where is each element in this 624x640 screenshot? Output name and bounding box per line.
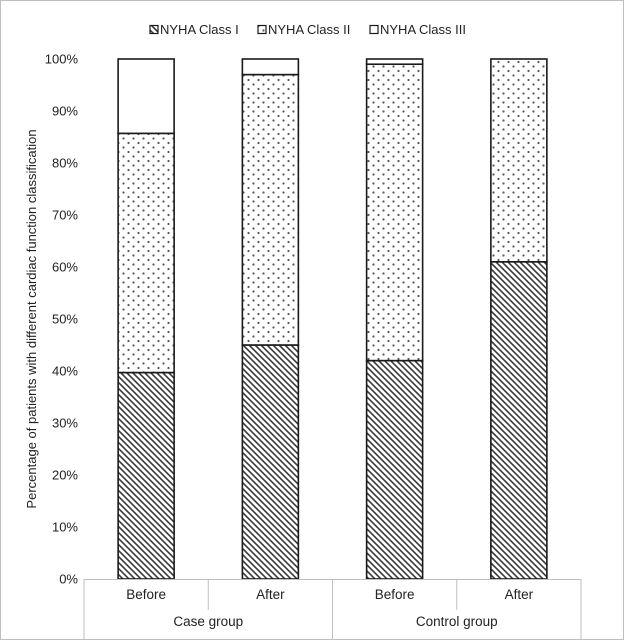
y-tick-label: 100% xyxy=(45,52,79,67)
bar-segment-class-2 xyxy=(117,132,175,374)
y-tick-label: 40% xyxy=(52,364,78,379)
bar-segment-class-2 xyxy=(241,73,300,346)
y-tick-label: 50% xyxy=(52,312,78,327)
y-axis-ticks: 0% 10% 20% 30% 40% 50% 60% 70% 80% 90% 100% xyxy=(45,52,79,587)
y-tick-label: 60% xyxy=(52,260,78,275)
x-category-label: Before xyxy=(375,587,415,602)
y-tick-label: 70% xyxy=(52,208,78,223)
legend-label: NYHA Class I xyxy=(160,22,239,37)
bar-segment-class-2 xyxy=(365,63,424,362)
x-group-label: Control group xyxy=(416,614,498,629)
bar-segment-class-1 xyxy=(241,344,300,580)
bar-segment-class-3 xyxy=(365,58,424,65)
bar-segment-class-1 xyxy=(490,260,548,580)
bar-segment-class-1 xyxy=(365,359,424,580)
legend: NYHA Class I NYHA Class II NYHA Class III xyxy=(149,22,466,37)
x-axis: Before After Before After Case group Control … xyxy=(83,579,582,639)
bar-segment-class-1 xyxy=(117,371,175,580)
legend-swatch xyxy=(369,24,379,35)
y-tick-label: 10% xyxy=(52,520,78,535)
bar-segment-class-3 xyxy=(241,58,300,76)
x-category-label: After xyxy=(256,587,285,602)
y-tick-label: 80% xyxy=(52,156,78,171)
y-axis-label: Percentage of patients with different ca… xyxy=(24,129,39,508)
bar-segment-class-2 xyxy=(490,58,548,263)
legend-swatch xyxy=(149,24,159,35)
x-category-label: After xyxy=(505,587,534,602)
bar-segment-class-3 xyxy=(117,58,175,135)
x-category-label: Before xyxy=(126,587,166,602)
x-group-label: Case group xyxy=(173,614,243,629)
y-tick-label: 30% xyxy=(52,416,78,431)
legend-label: NYHA Class III xyxy=(380,22,466,37)
y-tick-label: 0% xyxy=(59,572,78,587)
bars xyxy=(117,58,548,580)
y-tick-label: 90% xyxy=(52,104,78,119)
legend-label: NYHA Class II xyxy=(268,22,350,37)
y-tick-label: 20% xyxy=(52,468,78,483)
legend-swatch xyxy=(257,24,267,35)
